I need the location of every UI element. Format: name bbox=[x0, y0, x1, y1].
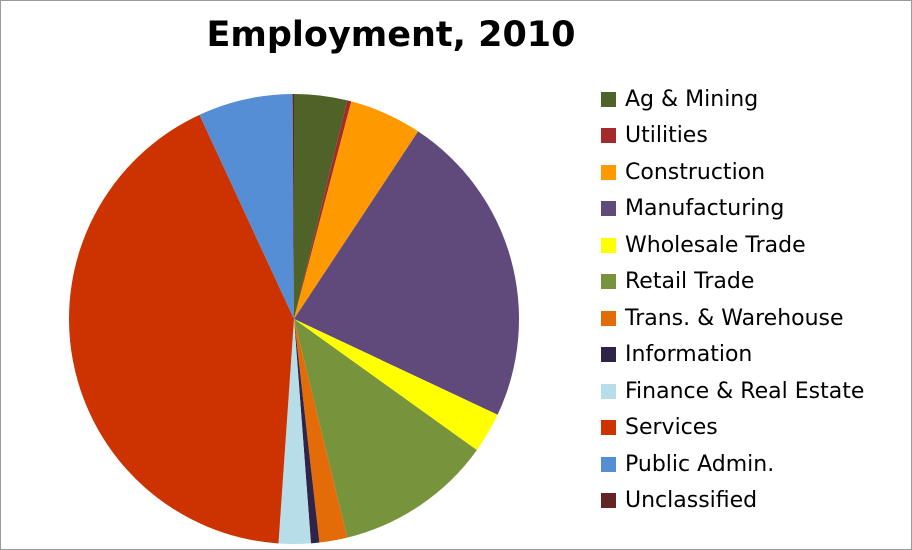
legend-label: Ag & Mining bbox=[625, 86, 759, 112]
chart-legend: Ag & Mining Utilities Construction Manufact… bbox=[601, 81, 864, 519]
legend-swatch bbox=[601, 128, 616, 144]
legend-item-manufacturing: Manufacturing bbox=[601, 191, 864, 228]
legend-item-information: Information bbox=[601, 337, 864, 374]
legend-item-retail-trade: Retail Trade bbox=[601, 264, 864, 301]
legend-item-unclassified: Unclassified bbox=[601, 483, 864, 520]
legend-label: Information bbox=[625, 342, 753, 368]
pie-slice-services bbox=[69, 114, 294, 544]
pie-slice-ag-mining bbox=[294, 94, 348, 319]
legend-label: Services bbox=[625, 415, 718, 441]
legend-label: Manufacturing bbox=[625, 196, 785, 222]
legend-item-wholesale-trade: Wholesale Trade bbox=[601, 227, 864, 264]
legend-label: Utilities bbox=[625, 123, 708, 149]
legend-item-services: Services bbox=[601, 410, 864, 447]
pie-slice-public-admin bbox=[199, 94, 294, 319]
legend-item-trans-warehouse: Trans. & Warehouse bbox=[601, 300, 864, 337]
pie-slice-finance-real-estate bbox=[278, 319, 311, 544]
legend-label: Finance & Real Estate bbox=[625, 378, 865, 404]
chart-title: Employment, 2010 bbox=[206, 15, 576, 55]
legend-label: Trans. & Warehouse bbox=[625, 305, 844, 331]
legend-swatch bbox=[601, 201, 616, 217]
legend-item-construction: Construction bbox=[601, 154, 864, 191]
legend-swatch bbox=[601, 383, 616, 399]
pie-slice-information bbox=[294, 319, 320, 544]
legend-swatch bbox=[601, 237, 616, 253]
legend-swatch bbox=[601, 456, 616, 472]
pie-slice-unclassified bbox=[292, 93, 294, 319]
legend-swatch bbox=[601, 274, 616, 290]
legend-item-ag-mining: Ag & Mining bbox=[601, 81, 864, 118]
legend-item-finance-real-estate: Finance & Real Estate bbox=[601, 373, 864, 410]
pie-slice-retail-trade bbox=[294, 319, 477, 538]
pie-slice-manufacturing bbox=[294, 131, 520, 415]
pie-slice-construction bbox=[294, 101, 419, 319]
legend-swatch bbox=[601, 310, 616, 326]
legend-label: Wholesale Trade bbox=[625, 232, 806, 258]
legend-item-public-admin: Public Admin. bbox=[601, 446, 864, 483]
legend-swatch bbox=[601, 493, 616, 509]
legend-swatch bbox=[601, 91, 616, 107]
pie-slice-wholesale-trade bbox=[294, 319, 498, 451]
legend-swatch bbox=[601, 347, 616, 363]
legend-label: Construction bbox=[625, 159, 766, 185]
pie-slice-trans-warehouse bbox=[294, 319, 348, 543]
legend-swatch bbox=[601, 420, 616, 436]
legend-swatch bbox=[601, 164, 616, 180]
legend-item-utilities: Utilities bbox=[601, 118, 864, 155]
legend-label: Unclassified bbox=[625, 488, 758, 514]
pie-slice-utilities bbox=[294, 100, 352, 319]
legend-label: Retail Trade bbox=[625, 269, 755, 295]
legend-label: Public Admin. bbox=[625, 451, 775, 477]
